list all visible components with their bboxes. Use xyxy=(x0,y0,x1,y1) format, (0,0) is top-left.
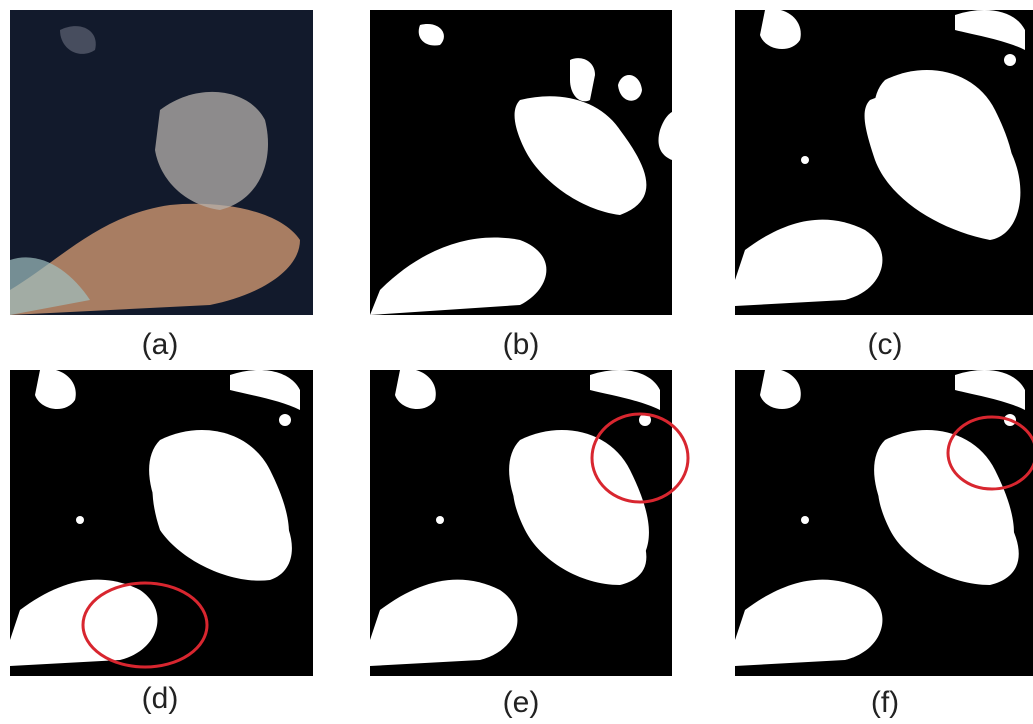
panel-label: (e) xyxy=(503,686,540,719)
panel-a xyxy=(10,10,313,315)
panel-label: (d) xyxy=(142,682,179,715)
panel-f xyxy=(735,369,1033,676)
panel-b xyxy=(370,10,672,315)
panel-label: (f) xyxy=(871,686,899,719)
panel-e xyxy=(370,369,688,676)
panel-label: (c) xyxy=(868,328,903,361)
panel-c xyxy=(735,9,1033,315)
panel-d xyxy=(10,369,313,676)
panel-label: (b) xyxy=(503,328,540,361)
panel-label: (a) xyxy=(142,328,179,361)
figure: (a) (b) (c) (d) (e) (f) xyxy=(0,0,1033,724)
